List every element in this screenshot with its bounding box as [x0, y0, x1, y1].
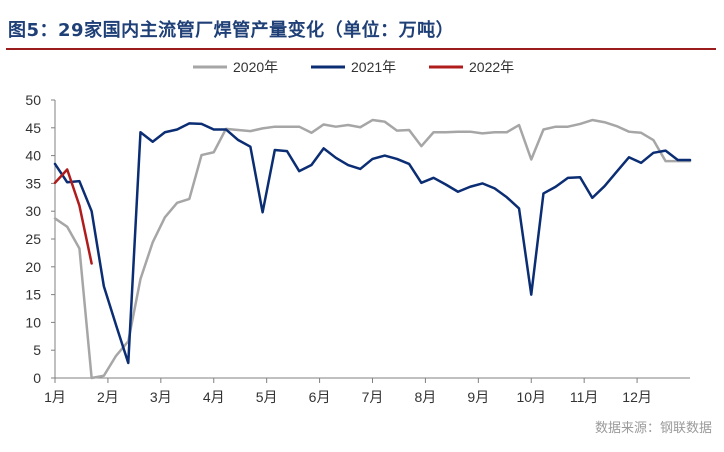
legend-label: 2020年: [233, 59, 278, 75]
y-tick-label: 15: [25, 287, 41, 303]
legend: 2020年 2021年 2022年: [193, 59, 514, 75]
x-tick-label: 6月: [309, 389, 331, 405]
y-tick-label: 40: [25, 148, 41, 164]
y-tick-label: 25: [25, 231, 41, 247]
legend-label: 2021年: [351, 59, 396, 75]
y-tick-label: 30: [25, 203, 41, 219]
series-line-2: [53, 122, 692, 365]
x-axis: 1月 2月 3月 4月 5月 6月 7月 8月 9月 10月 11月 12月: [44, 377, 690, 405]
x-tick-label: 11月: [570, 389, 599, 405]
x-tick-label: 3月: [150, 389, 172, 405]
y-tick-label: 20: [25, 259, 41, 275]
series-line-1: [53, 118, 692, 380]
y-tick-label: 35: [25, 175, 41, 191]
chart-title: 图5：29家国内主流管厂焊管产量变化（单位：万吨）: [8, 20, 455, 41]
legend-label: 2022年: [469, 59, 514, 75]
y-tick-label: 45: [25, 120, 41, 136]
x-tick-label: 9月: [467, 389, 489, 405]
y-tick-label: 5: [33, 342, 41, 358]
x-tick-label: 7月: [362, 389, 384, 405]
series-line-3: [53, 168, 93, 265]
x-tick-label: 1月: [44, 389, 66, 405]
y-axis: 0 5 10 15 20 25 30 35 40 45 50: [25, 92, 56, 386]
x-tick-label: 5月: [256, 389, 278, 405]
x-tick-label: 10月: [516, 389, 546, 405]
x-tick-label: 8月: [415, 389, 437, 405]
x-tick-label: 4月: [203, 389, 225, 405]
y-tick-label: 10: [25, 314, 41, 330]
x-tick-label: 12月: [622, 389, 652, 405]
series-layer: [53, 118, 692, 380]
y-tick-label: 50: [25, 92, 41, 108]
x-tick-label: 2月: [97, 389, 119, 405]
y-tick-label: 0: [33, 370, 41, 386]
title-underline: [6, 48, 716, 50]
data-source-note: 数据来源：钢联数据: [594, 421, 712, 436]
